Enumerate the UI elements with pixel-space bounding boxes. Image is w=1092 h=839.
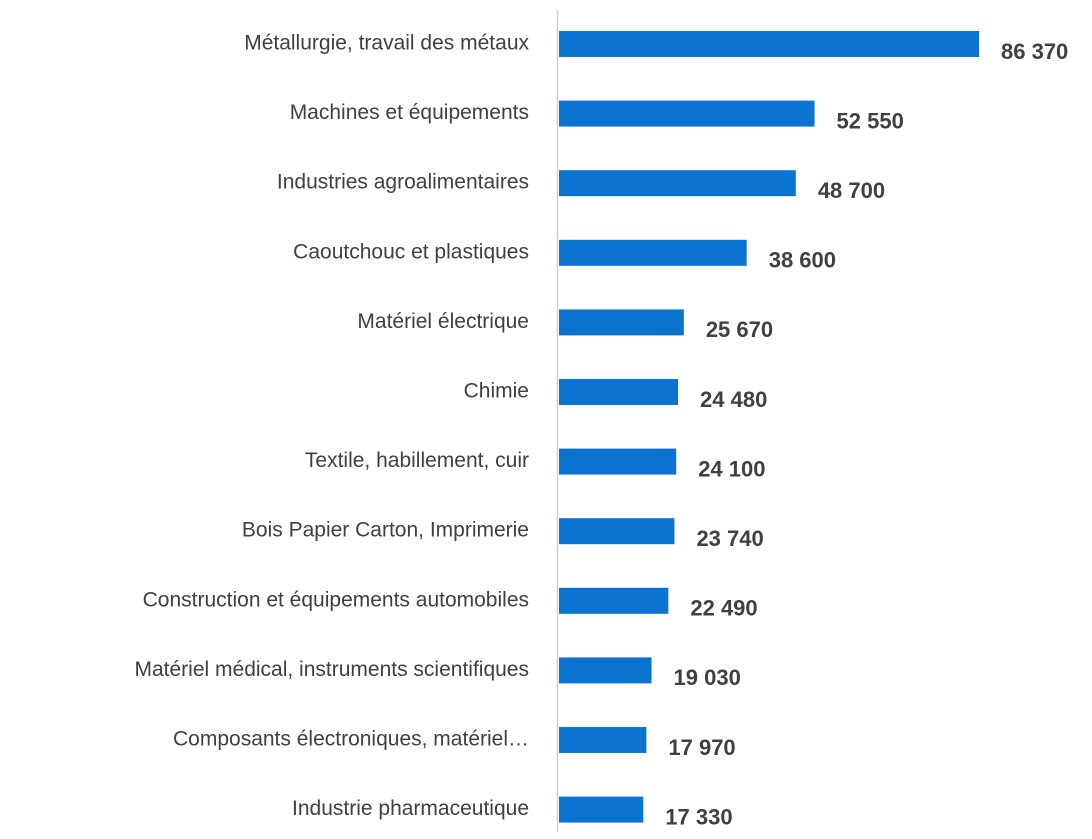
category-label: Caoutchouc et plastiques	[293, 240, 529, 263]
category-label: Industrie pharmaceutique	[292, 797, 529, 820]
category-label: Composants électroniques, matériel…	[173, 728, 529, 751]
bar	[559, 309, 684, 336]
value-label: 86 370	[1001, 39, 1068, 64]
bar	[559, 587, 669, 614]
category-label: Chimie	[464, 380, 529, 403]
bar	[559, 518, 675, 545]
value-label: 24 100	[698, 456, 765, 481]
value-label: 52 550	[837, 108, 904, 133]
bar	[559, 727, 647, 753]
category-label: Textile, habillement, cuir	[305, 449, 529, 472]
value-label: 24 480	[700, 387, 767, 412]
bar	[559, 31, 979, 57]
category-label: Matériel médical, instruments scientifiq…	[135, 658, 530, 681]
category-label: Machines et équipements	[290, 101, 529, 124]
bar	[559, 796, 644, 823]
category-label: Métallurgie, travail des métaux	[244, 32, 529, 55]
category-label: Bois Papier Carton, Imprimerie	[242, 519, 529, 542]
value-label: 17 970	[668, 735, 735, 760]
bar	[559, 448, 677, 475]
category-label: Industries agroalimentaires	[277, 171, 529, 194]
bar	[559, 170, 796, 197]
bar	[559, 100, 815, 127]
value-label: 17 330	[665, 804, 732, 829]
value-label: 22 490	[690, 596, 757, 621]
value-label: 23 740	[696, 526, 763, 551]
category-label: Matériel électrique	[357, 310, 529, 333]
bar	[559, 657, 652, 684]
value-label: 38 600	[769, 248, 836, 273]
category-label: Construction et équipements automobiles	[143, 588, 529, 611]
value-label: 25 670	[706, 317, 773, 342]
bar	[559, 239, 747, 266]
value-label: 48 700	[818, 178, 885, 203]
bar	[559, 379, 679, 405]
value-label: 19 030	[674, 665, 741, 690]
